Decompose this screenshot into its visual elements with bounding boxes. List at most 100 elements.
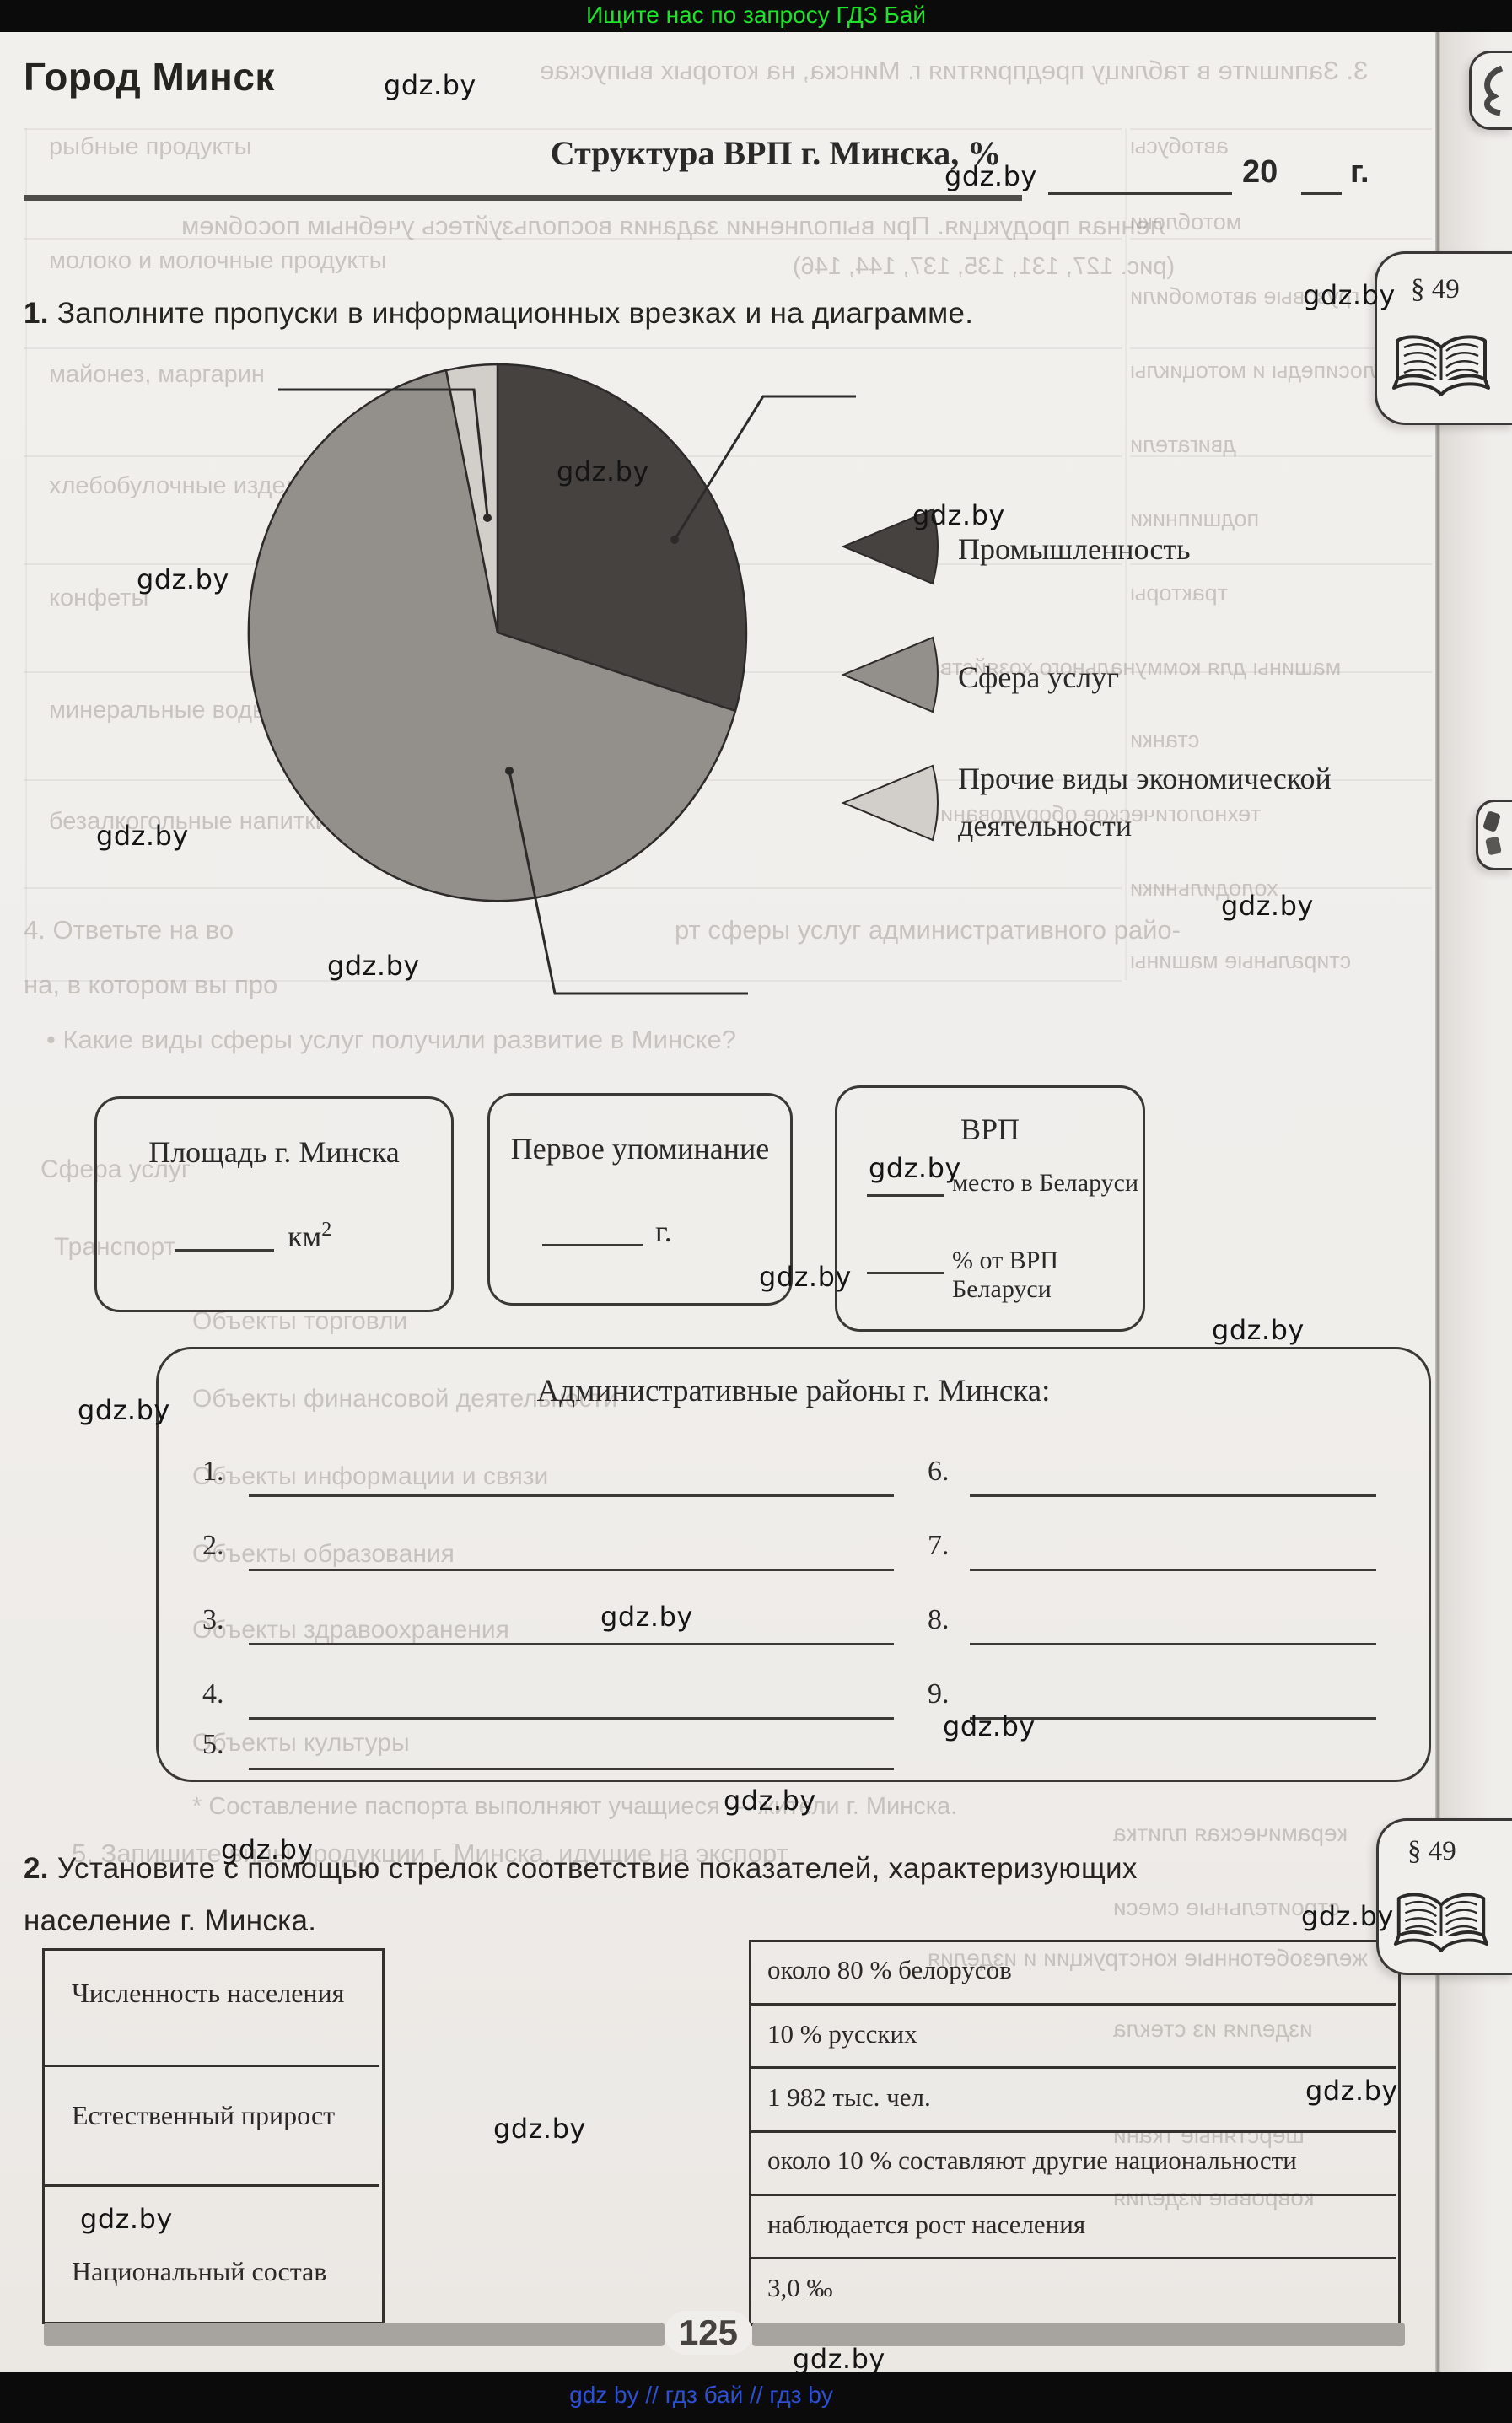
callout-lines: [278, 388, 856, 995]
edge-glyph: [1485, 836, 1502, 856]
section-label: § 49: [1407, 1836, 1456, 1866]
info-box-grp-line-1: место в Беларуси: [952, 1169, 1139, 1197]
info-box-area-title: Площадь г. Минска: [148, 1135, 400, 1169]
district-blank: [970, 1607, 1376, 1645]
left-table-cell: Естественный прирост: [72, 2100, 336, 2130]
year-blank-long: [1048, 157, 1232, 195]
edge-tab-middle: [1476, 800, 1512, 870]
gdzby-watermark: gdz.by: [1305, 2075, 1398, 2107]
callout-other: [278, 388, 489, 517]
gdzby-watermark: gdz.by: [1301, 1900, 1394, 1932]
info-box-area-unit: км: [288, 1220, 322, 1253]
legend-wedges: [841, 508, 939, 842]
bleedthrough-text: 5. Запишите виды продукции г. Минска, ид…: [72, 1839, 788, 1868]
right-table-cell: около 80 % белорусов: [767, 1955, 1012, 1984]
district-blank: [249, 1607, 894, 1645]
gdzby-watermark: gdz.by: [327, 950, 420, 982]
district-number: 7.: [928, 1530, 950, 1561]
right-table-cell: около 10 % составляют другие национально…: [767, 2146, 1297, 2175]
gdzby-watermark: gdz.by: [600, 1601, 693, 1633]
table-divider: [749, 2066, 1396, 2069]
legend-wedge-services: [841, 636, 939, 713]
edge-glyph: [1482, 810, 1502, 832]
table-divider: [749, 2257, 1396, 2259]
info-box-grp-title: ВРП: [960, 1112, 1020, 1146]
bleedthrough-text: Объекты здравоохранения: [192, 1616, 509, 1644]
bleedthrough-text: хлебобулочные изделия: [49, 472, 326, 499]
district-blank: [249, 1682, 894, 1720]
bleedthrough-text: молоко и молочные продукты: [49, 247, 387, 274]
corner-tab: [1469, 51, 1512, 130]
info-box-mention-title: Первое упоминание: [510, 1132, 770, 1166]
task2-text-line1: 2. Установите с помощью стрелок соответс…: [24, 1852, 1138, 1886]
gdzby-watermark: gdz.by: [912, 499, 1005, 531]
district-number: 1.: [202, 1456, 224, 1487]
districts-box: [156, 1347, 1431, 1782]
gdzby-watermark: gdz.by: [1221, 890, 1314, 922]
gdzby-watermark: gdz.by: [557, 455, 649, 487]
district-number: 4.: [202, 1678, 224, 1710]
districts-title: Административные районы г. Минска:: [536, 1374, 1051, 1408]
info-box-grp-blank-1: [867, 1159, 944, 1197]
left-table-cell: Национальный состав: [72, 2256, 327, 2286]
gdzby-watermark: gdz.by: [78, 1394, 170, 1426]
bottom-banner: gdz by // гдз бай // гдз by: [0, 2372, 1512, 2423]
right-table-cell: 3,0 ‰: [767, 2273, 833, 2302]
year-g: г.: [1350, 154, 1369, 190]
table-divider: [42, 2184, 379, 2187]
top-banner-text: Ищите нас по запросу ГДЗ Бай: [585, 2, 927, 28]
task1-number: 1.: [24, 297, 49, 330]
gdzby-watermark: gdz.by: [80, 2203, 173, 2235]
bleedthrough-text: * Составление паспорта выполняют учащиес…: [192, 1793, 958, 1820]
right-table-cell: 10 % русских: [767, 2019, 917, 2049]
legend-label-industry: Промышленность: [958, 532, 1191, 566]
district-blank: [970, 1682, 1376, 1720]
page-number: 125: [678, 2313, 739, 2352]
pie-slice-other: [444, 363, 499, 633]
info-box-area-blank: [175, 1214, 274, 1252]
table-divider: [42, 2065, 379, 2067]
info-box-grp: ВРП место в Беларуси % от ВРП Беларуси: [835, 1085, 1145, 1332]
district-number: 2.: [202, 1530, 224, 1561]
district-blank: [249, 1459, 894, 1497]
district-number: 3.: [202, 1604, 224, 1635]
gdzby-watermark: gdz.by: [869, 1152, 961, 1184]
chart-title: Структура ВРП г. Минска, %: [550, 134, 1002, 172]
gdzby-watermark: gdz.by: [793, 2343, 885, 2375]
district-number: 5.: [202, 1729, 224, 1760]
book-icon: [1393, 1893, 1489, 1952]
year-blank-short: [1301, 157, 1342, 195]
gdzby-watermark: gdz.by: [1303, 279, 1396, 311]
info-box-mention: Первое упоминание г.: [487, 1093, 793, 1306]
bleedthrough-text: рыбные продукты: [49, 133, 252, 160]
legend-wedge-other: [841, 764, 939, 842]
table-divider: [749, 2130, 1396, 2133]
gdzby-watermark: gdz.by: [1212, 1314, 1305, 1346]
bleedthrough-text: майонез, маргарин: [49, 361, 265, 388]
table-divider: [749, 2003, 1396, 2006]
top-banner: Ищите нас по запросу ГДЗ Бай: [0, 0, 1512, 32]
district-number: 6.: [928, 1456, 950, 1487]
corner-glyph-icon: [1484, 65, 1504, 116]
callout-industry: [673, 395, 856, 541]
bottom-banner-text: gdz by // гдз бай // гдз by: [569, 2382, 833, 2408]
bleedthrough-text: конфеты: [49, 584, 149, 611]
bleedthrough-text: Объекты информации и связи: [192, 1462, 549, 1490]
district-number: 9.: [928, 1678, 950, 1710]
info-box-area: Площадь г. Минска км2: [94, 1096, 454, 1312]
callout-services: [508, 770, 748, 995]
section-tab-top: § 49: [1375, 251, 1512, 425]
heading-rule: [24, 195, 1022, 201]
bleedthrough-text: рт сферы услуг административного райо-: [675, 915, 1181, 945]
gdzby-watermark: gdz.by: [944, 160, 1037, 192]
district-blank: [970, 1459, 1376, 1497]
gdzby-watermark: gdz.by: [724, 1785, 816, 1817]
right-table-cell: наблюдается рост населения: [767, 2210, 1086, 2239]
gdzby-watermark: gdz.by: [221, 1833, 314, 1866]
bleedthrough-text: на, в котором вы про: [24, 970, 278, 999]
page-edge-line: [1435, 32, 1440, 2372]
table-divider: [749, 2194, 1396, 2196]
bleedthrough-text: Сфера услуг: [40, 1155, 191, 1183]
